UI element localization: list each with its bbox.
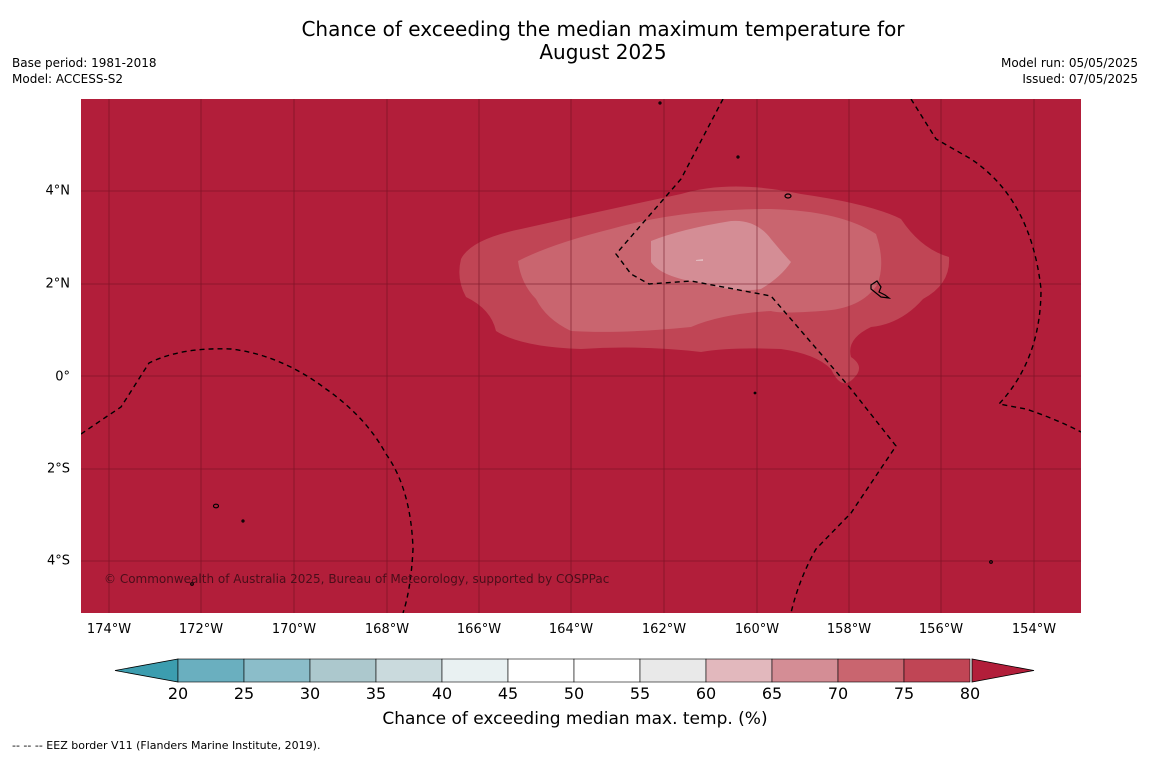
- model-name: Model: ACCESS-S2: [12, 72, 124, 86]
- lon-label-166w: 166°W: [456, 622, 502, 637]
- colorbar: [114, 658, 1035, 683]
- lon-label-158w: 158°W: [826, 622, 872, 637]
- meta-left: Base period: 1981-2018 Model: ACCESS-S2: [12, 55, 157, 87]
- graticule: [81, 99, 1081, 613]
- band-60-65: [696, 259, 703, 261]
- lon-label-164w: 164°W: [548, 622, 594, 637]
- issued-date: Issued: 07/05/2025: [1022, 72, 1138, 86]
- colorbar-cell: [639, 658, 707, 683]
- colorbar-cell: [903, 658, 971, 683]
- map-svg[interactable]: [81, 99, 1081, 613]
- lon-label-172w: 172°W: [178, 622, 224, 637]
- colorbar-label: Chance of exceeding median max. temp. (%…: [382, 709, 768, 729]
- colorbar-tick-label: 60: [695, 684, 717, 703]
- colorbar-cell: [441, 658, 509, 683]
- lat-label-2s: 2°S: [46, 461, 70, 477]
- colorbar-tick-label: 50: [563, 684, 585, 703]
- lat-label-2n: 2°N: [45, 276, 71, 292]
- colorbar-tick-label: 45: [497, 684, 519, 703]
- colorbar-cells: [177, 658, 971, 683]
- colorbar-over-arrow: [971, 658, 1035, 683]
- islands: [190, 101, 993, 586]
- band-65-70: [651, 220, 791, 291]
- colorbar-tick-label: 30: [299, 684, 321, 703]
- colorbar-tick-label: 75: [893, 684, 915, 703]
- lat-label-4n: 4°N: [45, 183, 71, 199]
- lon-label-154w: 154°W: [1011, 622, 1057, 637]
- lon-label-160w: 160°W: [734, 622, 780, 637]
- colorbar-tick-label: 35: [365, 684, 387, 703]
- page-title: Chance of exceeding the median maximum t…: [0, 18, 1150, 64]
- copyright-notice: © Commonwealth of Australia 2025, Bureau…: [104, 572, 610, 586]
- model-run: Model run: 05/05/2025: [1000, 56, 1138, 70]
- colorbar-tick-label: 80: [959, 684, 981, 703]
- colorbar-tick-label: 65: [761, 684, 783, 703]
- colorbar-tick-label: 40: [431, 684, 453, 703]
- colorbar-cell: [507, 658, 575, 683]
- eez-footnote: -- -- -- EEZ border V11 (Flanders Marine…: [12, 739, 321, 752]
- background-80-plus: [81, 99, 1081, 613]
- title-line-2: August 2025: [539, 40, 667, 64]
- lat-label-0: 0°: [55, 369, 70, 385]
- colorbar-under-arrow: [114, 658, 179, 683]
- lon-label-170w: 170°W: [271, 622, 317, 637]
- lon-label-168w: 168°W: [364, 622, 410, 637]
- lat-label-4s: 4°S: [46, 553, 70, 569]
- colorbar-cell: [243, 658, 311, 683]
- lon-label-174w: 174°W: [86, 622, 132, 637]
- lon-label-156w: 156°W: [918, 622, 964, 637]
- colorbar-tick-label: 20: [167, 684, 189, 703]
- colorbar-cell: [375, 658, 443, 683]
- colorbar-tick-label: 25: [233, 684, 255, 703]
- colorbar-cell: [705, 658, 773, 683]
- colorbar-tick-label: 55: [629, 684, 651, 703]
- map-area[interactable]: [81, 99, 1081, 613]
- colorbar-cell: [177, 658, 245, 683]
- title-line-1: Chance of exceeding the median maximum t…: [301, 17, 905, 41]
- colorbar-cell: [309, 658, 377, 683]
- lon-label-162w: 162°W: [641, 622, 687, 637]
- base-period: Base period: 1981-2018: [12, 56, 157, 70]
- colorbar-cell: [837, 658, 905, 683]
- colorbar-tick-label: 70: [827, 684, 849, 703]
- eez-borders: [81, 99, 1081, 613]
- meta-right: Model run: 05/05/2025 Issued: 07/05/2025: [1001, 55, 1138, 87]
- colorbar-cell: [573, 658, 641, 683]
- colorbar-cell: [771, 658, 839, 683]
